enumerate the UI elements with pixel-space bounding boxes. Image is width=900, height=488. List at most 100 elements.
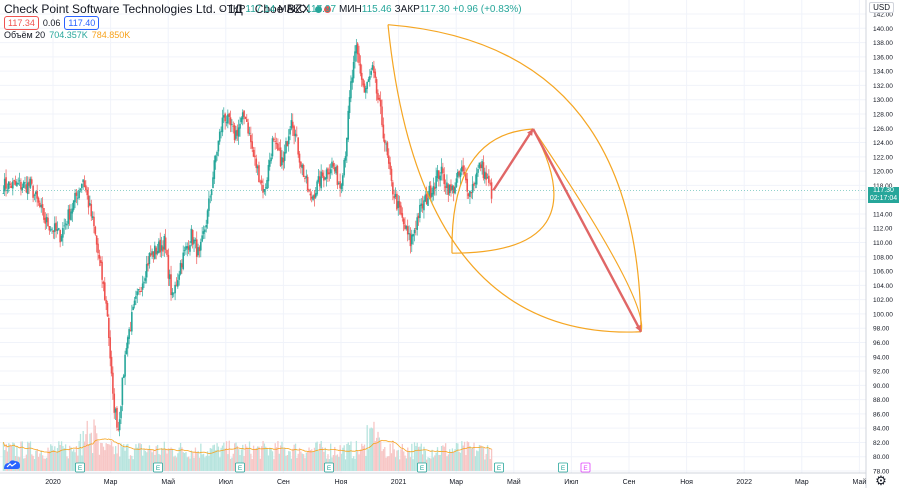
candle-body <box>271 138 274 157</box>
candle-body <box>431 192 433 197</box>
candle-body <box>231 124 233 125</box>
candle-body <box>243 110 245 117</box>
earnings-marker[interactable]: E <box>494 462 504 473</box>
candle-body <box>290 120 293 129</box>
candle-body <box>452 186 455 194</box>
right-arc[interactable] <box>532 128 643 332</box>
volume-bar <box>20 441 22 471</box>
inner-arc-top[interactable] <box>451 128 534 254</box>
candle-body <box>41 204 44 209</box>
candle-body <box>475 172 478 185</box>
candle-body <box>313 194 316 199</box>
candle-body <box>424 194 427 202</box>
candle-body <box>454 187 456 194</box>
currency-button[interactable]: USD <box>869 2 894 13</box>
volume-bar <box>201 454 203 471</box>
candle-body <box>210 189 213 196</box>
volume-legend[interactable]: Объём 20 704.357K 784.850K <box>4 30 130 40</box>
volume-bar <box>56 447 59 471</box>
volume-bar <box>121 447 124 471</box>
arrow-head <box>635 324 641 332</box>
outer-arc-bottom[interactable] <box>387 24 642 333</box>
candle-body <box>267 165 270 182</box>
earnings-marker[interactable]: E <box>558 462 568 473</box>
volume-bar <box>223 442 225 471</box>
candle-body <box>387 155 390 164</box>
volume-bar <box>401 444 404 471</box>
candle-body <box>82 179 84 183</box>
price-axis[interactable]: 78.00 80.00 82.00 84.00 86.00 88.00 90.00 92.00… <box>865 0 900 488</box>
arrow-down[interactable] <box>532 128 643 333</box>
volume-bar <box>411 443 413 471</box>
candle-body <box>397 201 400 208</box>
candle-body <box>229 117 232 126</box>
candle-body <box>396 193 398 210</box>
close-value: 117.30 <box>419 4 450 15</box>
volume-bar <box>305 452 307 471</box>
volume-bar <box>212 445 214 471</box>
volume-bar <box>478 444 481 471</box>
candle-body <box>122 375 125 378</box>
volume-bar <box>369 428 371 471</box>
symbol-header[interactable]: Check Point Software Technologies Ltd. · 1… <box>4 2 332 16</box>
volume-bar <box>274 443 276 471</box>
volume-bar <box>86 420 88 471</box>
forecast-arrows[interactable] <box>492 128 643 333</box>
outer-arc-top[interactable] <box>387 24 642 332</box>
volume-bar <box>250 453 252 471</box>
volume-bar <box>64 444 67 471</box>
volume-bar <box>382 449 385 471</box>
candle-body <box>304 178 306 179</box>
volume-bar <box>472 447 474 471</box>
volume-bar <box>458 451 460 471</box>
time-tick-label: Мар <box>104 479 118 486</box>
time-tick-label: 2022 <box>736 479 752 486</box>
candle-body <box>147 263 149 266</box>
volume-bar <box>162 449 164 471</box>
tradingview-logo-icon[interactable] <box>3 458 21 470</box>
volume-bar <box>63 448 65 471</box>
candle-body <box>444 186 447 188</box>
earnings-marker[interactable]: E <box>153 462 163 473</box>
candle-body <box>416 217 418 230</box>
volume-bar <box>39 453 41 471</box>
candle-body <box>463 172 466 175</box>
candle-body <box>200 241 202 251</box>
interval-label[interactable]: 1Д <box>227 2 243 16</box>
volume-bar <box>5 443 7 471</box>
earnings-marker[interactable]: E <box>417 462 427 473</box>
volume-bar <box>357 450 359 471</box>
volume-bar <box>69 445 71 471</box>
buy-button[interactable]: 117.40 <box>64 16 100 30</box>
arrow-up[interactable] <box>492 128 535 192</box>
candle-body <box>248 132 251 134</box>
candle-body <box>212 177 214 189</box>
volume-bar <box>189 458 191 471</box>
earnings-marker[interactable]: E <box>324 462 334 473</box>
volume-bar <box>409 457 412 471</box>
candle-body <box>9 183 11 185</box>
volume-bar <box>476 450 478 471</box>
candle-body <box>366 81 368 89</box>
candle-body <box>148 252 151 264</box>
price-tick-label: 96.00 <box>873 340 890 347</box>
drawing-arcs[interactable] <box>387 24 643 333</box>
earnings-marker[interactable]: E <box>75 462 85 473</box>
candle-body <box>86 189 88 196</box>
svg-text:E: E <box>497 465 502 472</box>
dividend-marker[interactable]: E <box>580 462 591 473</box>
symbol-name[interactable]: Check Point Software Technologies Ltd. <box>4 2 216 16</box>
candle-body <box>258 165 260 183</box>
volume-bar <box>490 449 493 471</box>
time-axis[interactable]: 2020 Мар Май Июл Сен Ноя 2021 Мар Май Июл Сен Ноя 20… <box>0 472 866 486</box>
inner-arc-bottom[interactable] <box>451 128 555 254</box>
volume-bar <box>350 441 352 471</box>
candle-body <box>332 163 335 167</box>
earnings-marker[interactable]: E <box>235 462 245 473</box>
sell-button[interactable]: 117.34 <box>4 16 39 30</box>
gear-icon[interactable]: ⚙ <box>875 473 887 488</box>
price-tick-label: 104.00 <box>873 283 893 290</box>
candle-body <box>30 179 33 184</box>
